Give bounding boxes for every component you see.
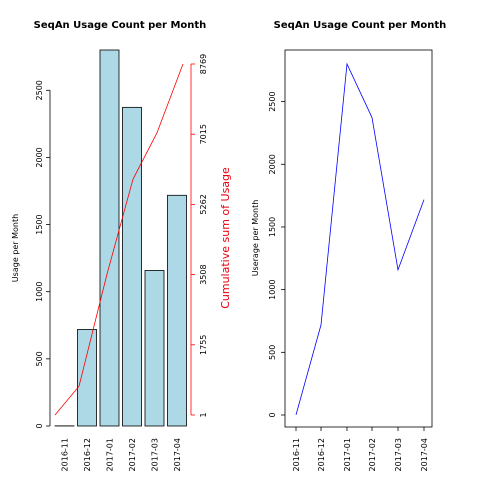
left-y-tick-label: 500 <box>35 351 44 366</box>
left-x-tick-label: 2017-02 <box>128 438 137 471</box>
left-bars <box>54 49 187 427</box>
right-x-tick-label: 2017-04 <box>420 438 429 471</box>
left-x-tick-label: 2017-01 <box>106 438 115 471</box>
left-y-tick-label: 0 <box>35 423 44 428</box>
left-x-ticks: 2016-11 2016-12 2017-01 2017-02 2017-03 2017-… <box>61 438 183 471</box>
bar-2017-01 <box>99 49 120 427</box>
left-y-tick-label: 2000 <box>35 147 44 167</box>
right-y-tick-label: 2500 <box>268 91 277 111</box>
left-y-tick-label: 2500 <box>35 80 44 100</box>
left-x-tick-label: 2017-04 <box>173 438 182 471</box>
left-chart: SeqAn Usage Count per Month 0 500 1000 1500… <box>11 20 232 471</box>
right-x-tick-label: 2016-12 <box>317 438 326 471</box>
secondary-y-tick-label: 5262 <box>199 194 208 214</box>
secondary-y-tick-label: 3508 <box>199 264 208 284</box>
right-x-tick-label: 2017-02 <box>368 438 377 471</box>
right-x-tick-label: 2016-11 <box>292 438 301 471</box>
left-y-tick-label: 1000 <box>35 282 44 302</box>
right-y-axis: 0 500 1000 1500 2000 2500 <box>268 91 285 418</box>
right-y-tick-label: 500 <box>268 345 277 360</box>
right-x-ticks: 2016-11 2016-12 2017-01 2017-02 2017-03 2017-… <box>292 427 429 471</box>
left-chart-title: SeqAn Usage Count per Month <box>34 20 207 31</box>
right-y-tick-label: 1000 <box>268 279 277 299</box>
right-chart: SeqAn Usage Count per Month 0 500 1000 1500… <box>251 20 446 471</box>
cumulative-line <box>54 63 184 416</box>
secondary-y-tick-label: 7015 <box>199 124 208 144</box>
secondary-y-tick-label: 1755 <box>199 335 208 355</box>
right-x-tick-label: 2017-01 <box>343 438 352 471</box>
secondary-y-axis: 1 1755 3508 5262 7015 8769 <box>190 54 208 418</box>
left-y-axis-label: Usage per Month <box>11 214 20 282</box>
left-x-tick-label: 2017-03 <box>151 438 160 471</box>
right-y-tick-label: 0 <box>268 412 277 417</box>
secondary-y-tick-label: 1 <box>199 412 208 417</box>
usage-line <box>295 62 425 415</box>
right-y-axis-label: Userage per Month <box>251 200 260 277</box>
right-plot-frame <box>284 49 433 428</box>
bar-2017-03 <box>144 270 165 427</box>
left-y-tick-label: 1500 <box>35 214 44 234</box>
left-x-tick-label: 2016-11 <box>61 438 70 471</box>
right-y-tick-label: 1500 <box>268 217 277 237</box>
right-y-tick-label: 2000 <box>268 154 277 174</box>
left-y-axis: 0 500 1000 1500 2000 2500 <box>35 80 51 429</box>
right-x-tick-label: 2017-03 <box>394 438 403 471</box>
bar-2017-02 <box>122 106 142 427</box>
secondary-y-axis-label: Cumulative sum of Usage <box>219 167 232 309</box>
left-x-tick-label: 2016-12 <box>83 438 92 471</box>
right-chart-title: SeqAn Usage Count per Month <box>274 20 447 31</box>
bar-2016-12 <box>77 329 97 427</box>
secondary-y-tick-label: 8769 <box>199 54 208 74</box>
bar-2017-04 <box>167 194 187 427</box>
